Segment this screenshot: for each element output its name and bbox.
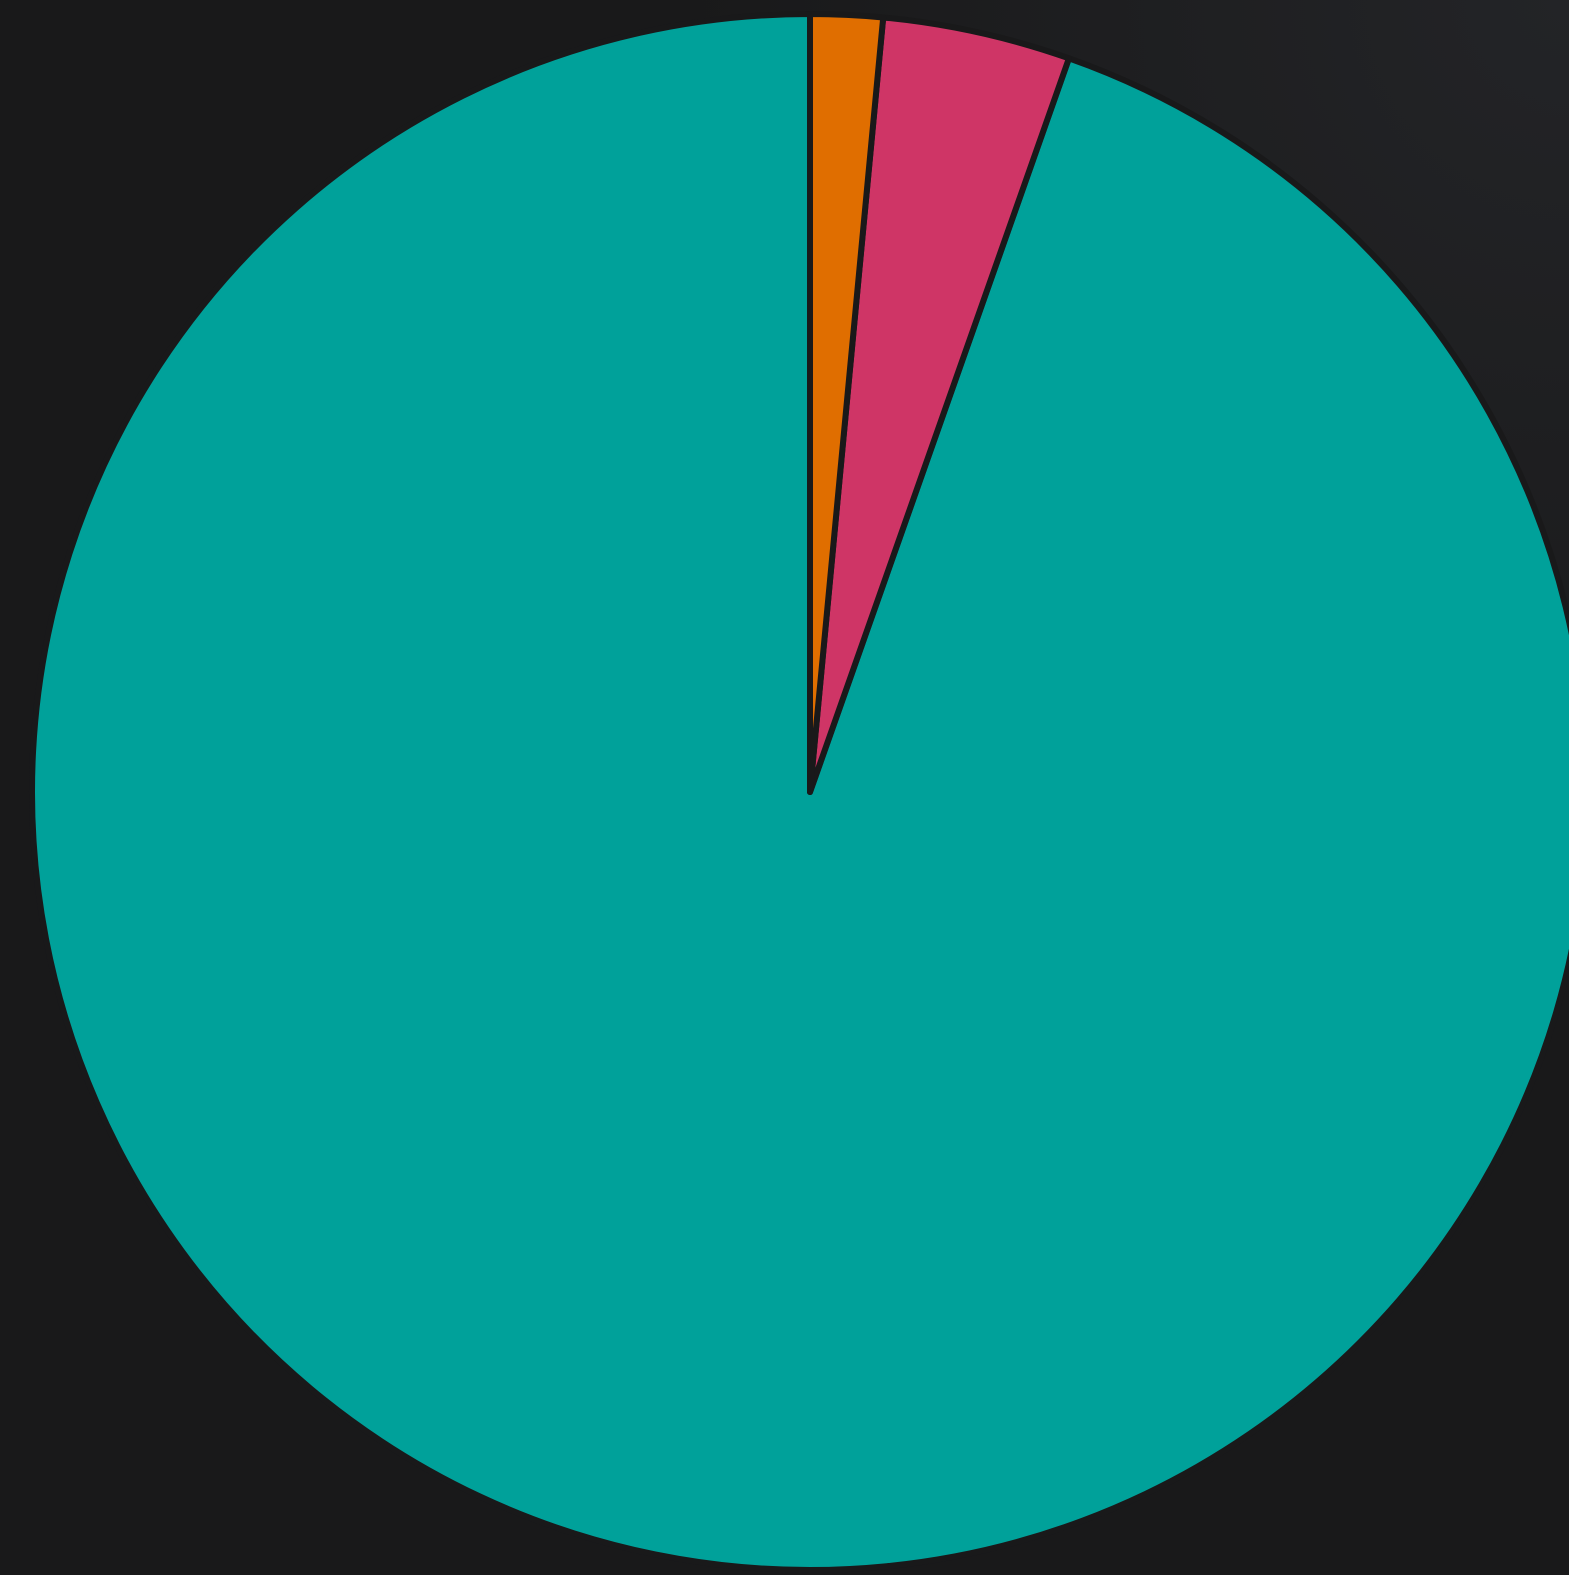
pie-slice-1[interactable] xyxy=(32,14,1569,1570)
